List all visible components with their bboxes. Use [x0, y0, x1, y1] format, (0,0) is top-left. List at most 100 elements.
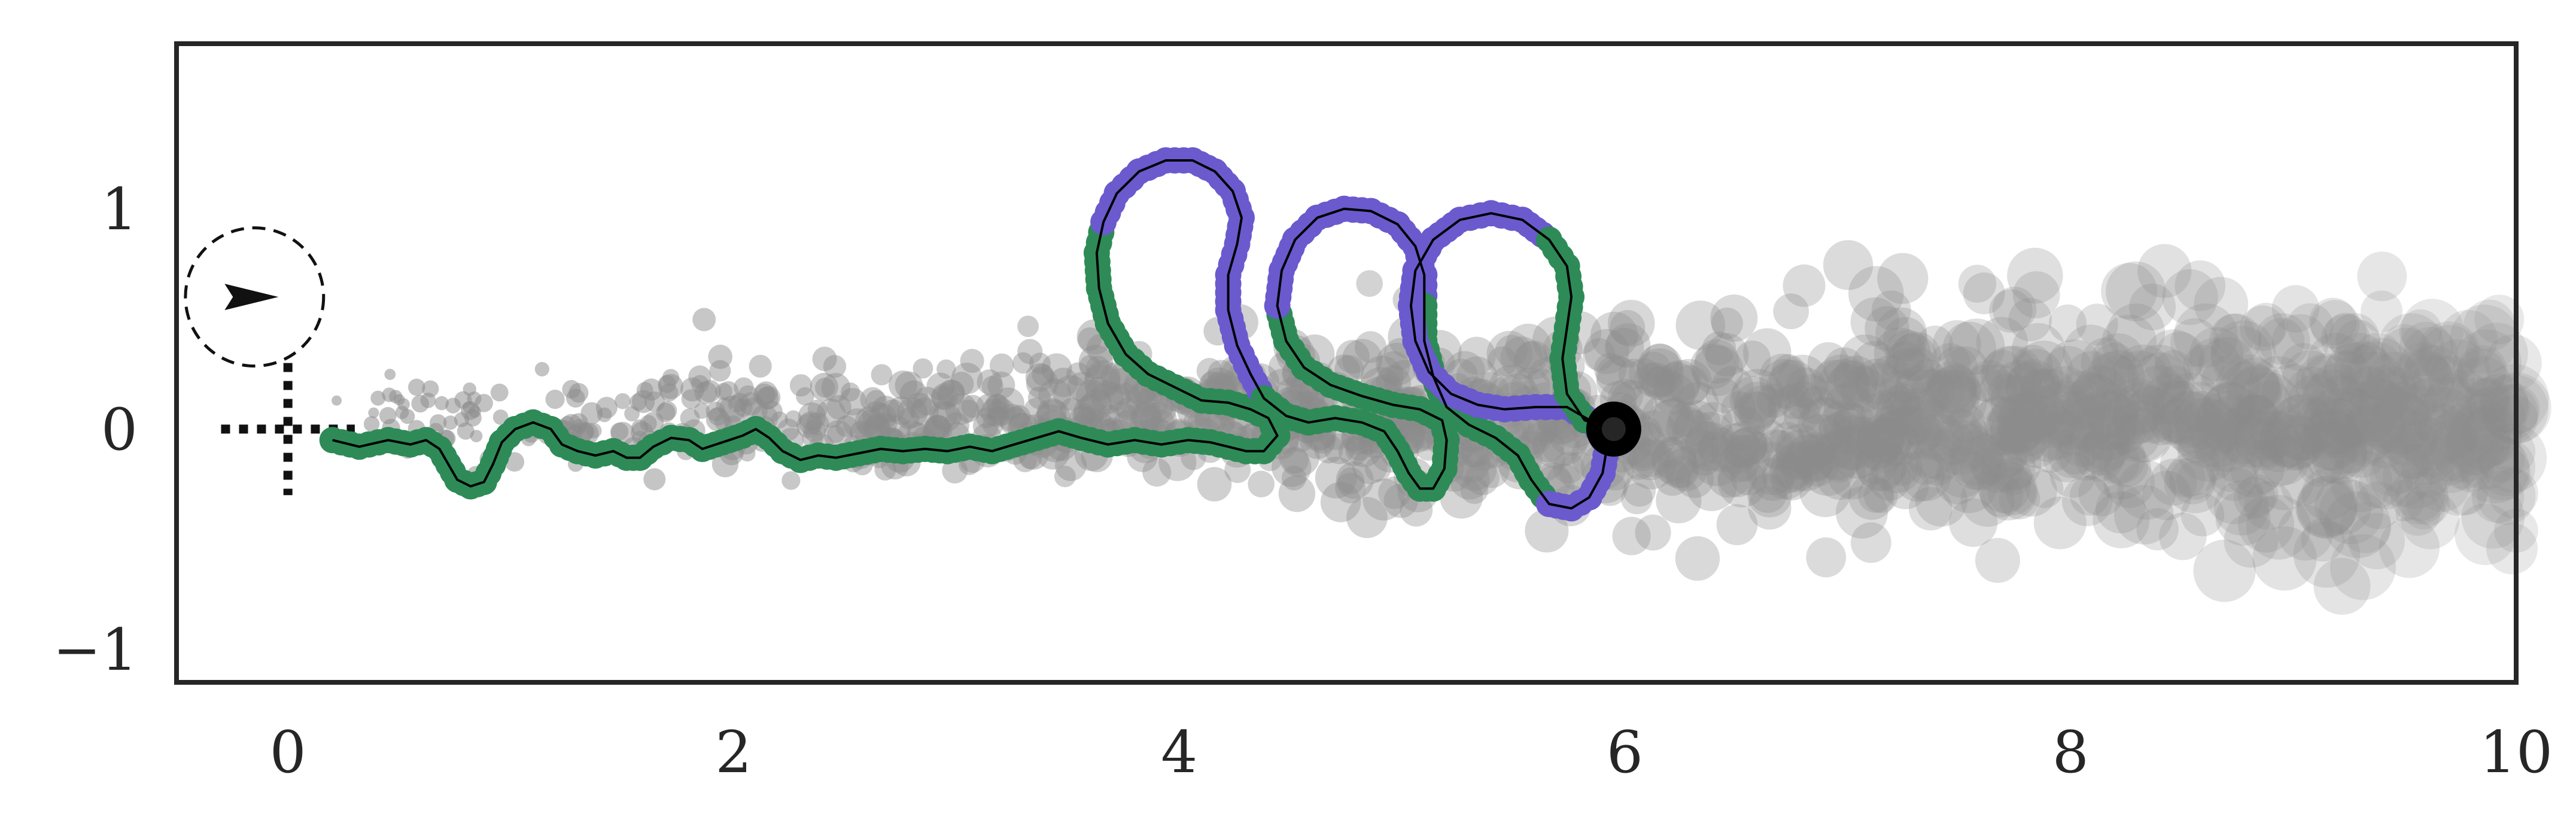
cloud-point: [2237, 474, 2279, 515]
end-marker: [1586, 401, 1641, 457]
cloud-point: [2379, 517, 2440, 578]
cloud-point: [1829, 424, 1884, 479]
cloud-point: [1354, 331, 1387, 363]
cloud-point: [2388, 350, 2455, 416]
cloud-point: [2033, 413, 2080, 460]
cloud-point: [1848, 266, 1904, 322]
cloud-point: [1675, 536, 1720, 581]
cloud-point: [2450, 388, 2496, 433]
cloud-point: [868, 403, 896, 432]
cloud-point: [2312, 429, 2367, 485]
cloud-point: [2066, 406, 2112, 453]
cloud-point: [1038, 378, 1072, 412]
y-tick-label: 0: [101, 396, 138, 463]
cloud-point: [2007, 247, 2063, 304]
cloud-point: [1823, 240, 1874, 290]
cloud-point: [1532, 421, 1580, 469]
cloud-point: [1900, 369, 1951, 420]
cloud-point: [730, 393, 749, 412]
cloud-point: [2369, 391, 2432, 454]
cloud-point: [2101, 263, 2158, 320]
cloud-point: [1342, 339, 1382, 379]
cloud-point: [2238, 496, 2295, 553]
cloud-point: [771, 411, 788, 429]
cloud-point: [757, 385, 781, 409]
cloud-point: [2355, 481, 2403, 529]
cloud-point: [1872, 410, 1917, 455]
cloud-point: [680, 377, 704, 402]
cloud-point: [1654, 459, 1691, 496]
cloud-point: [2108, 400, 2171, 463]
cloud-point: [987, 371, 1015, 399]
cloud-point: [1654, 362, 1700, 408]
cloud-point: [1346, 497, 1388, 538]
cloud-point: [490, 383, 509, 402]
cloud-point: [2187, 400, 2244, 456]
cloud-point: [2191, 414, 2246, 468]
x-tick-label: 10: [2480, 719, 2553, 786]
cloud-point: [2099, 384, 2141, 426]
cloud-point: [1652, 436, 1697, 481]
cloud-point: [1748, 486, 1792, 530]
cloud-point: [2073, 365, 2128, 420]
cloud-point: [887, 396, 916, 425]
cloud-point: [1026, 367, 1059, 399]
cloud-point: [1460, 476, 1489, 504]
cloud-point: [2176, 408, 2236, 467]
cloud-point: [2293, 521, 2361, 588]
cloud-point: [2046, 391, 2105, 450]
cloud-point: [680, 408, 700, 428]
x-tick-label: 8: [2052, 719, 2089, 786]
cloud-point: [2162, 269, 2218, 326]
cloud-point: [2253, 421, 2304, 473]
cloud-point: [1841, 416, 1885, 461]
cloud-point: [939, 379, 965, 406]
cloud-point: [2459, 433, 2530, 504]
cloud-point: [1943, 346, 1989, 392]
cloud-point: [1825, 408, 1871, 453]
cloud-point: [2005, 362, 2056, 412]
cloud-point: [821, 373, 851, 402]
cloud-point: [1914, 429, 1966, 481]
cloud-point: [464, 409, 482, 427]
cloud-point: [1451, 443, 1491, 483]
cloud-point: [1685, 421, 1726, 462]
cloud-point: [2037, 380, 2090, 432]
cloud-point: [2465, 377, 2511, 424]
cloud-point: [1890, 405, 1932, 447]
end-point-marker: [1586, 401, 1641, 457]
cloud-point: [1840, 366, 1887, 413]
cloud-point: [1936, 346, 1978, 388]
cloud-point: [910, 397, 939, 427]
cloud-point: [1698, 431, 1731, 464]
cloud-point: [1981, 430, 2028, 478]
cloud-point: [1893, 365, 1948, 420]
cloud-point: [1079, 355, 1101, 377]
cloud-point: [2244, 430, 2285, 470]
cloud-point: [2335, 319, 2380, 365]
cloud-point: [2366, 351, 2421, 406]
plot-area: [177, 44, 2516, 682]
cloud-point: [823, 420, 853, 450]
cloud-point: [2210, 326, 2273, 388]
cloud-point: [368, 407, 379, 418]
cloud-point: [2409, 403, 2471, 466]
y-tick-label: −1: [53, 617, 138, 684]
cloud-point: [1833, 402, 1867, 436]
cloud-point: [1675, 460, 1714, 499]
cloud-point: [924, 415, 951, 441]
cloud-point: [2401, 444, 2455, 498]
cloud-point: [2213, 480, 2270, 536]
cloud-point: [1626, 439, 1677, 490]
cloud-point: [1126, 382, 1162, 418]
cloud-point: [961, 394, 984, 418]
cloud-point: [1948, 430, 2004, 486]
cloud-point: [681, 389, 701, 409]
cloud-point: [1924, 406, 1982, 464]
cloud-point: [2404, 427, 2455, 478]
cloud-point: [1495, 335, 1528, 368]
cloud-point: [2132, 365, 2186, 420]
cloud-point: [1888, 388, 1945, 445]
cloud-point: [643, 468, 666, 491]
cloud-point: [2045, 396, 2104, 456]
